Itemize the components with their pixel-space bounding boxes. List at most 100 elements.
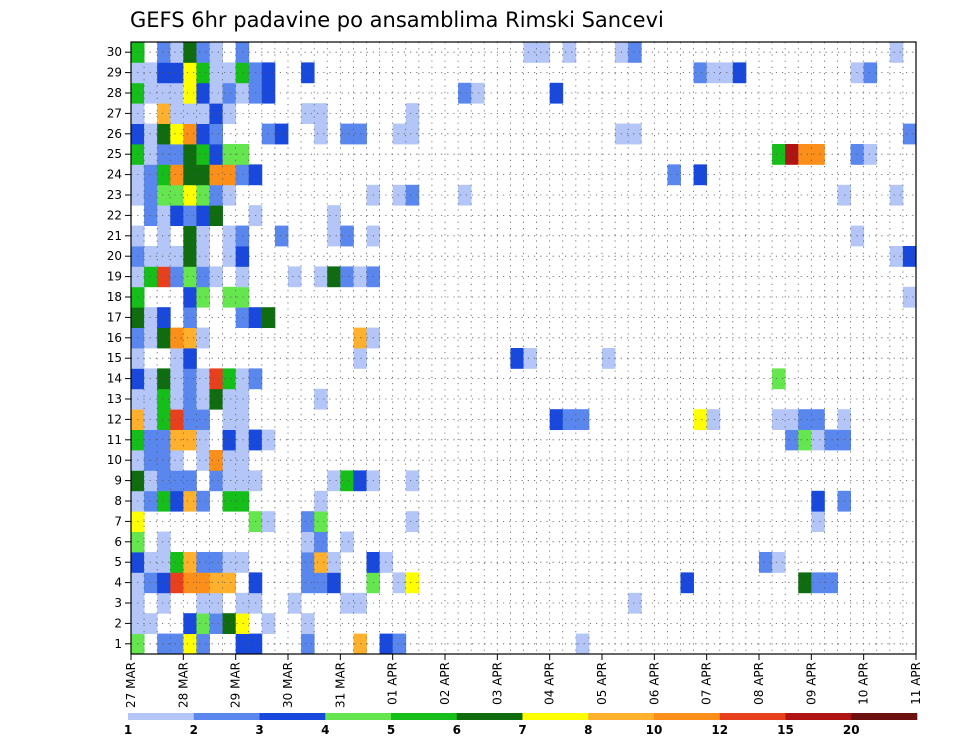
heatmap-cell [222,144,237,165]
heatmap-cell [235,62,250,84]
y-tick-label: 30 [107,45,122,59]
heatmap-cell [353,348,367,369]
heatmap-cell [523,42,537,63]
heatmap-cell [144,184,158,206]
heatmap-cell [196,327,210,349]
heatmap-cell [144,266,158,288]
heatmap-cell [144,490,158,512]
heatmap-cell [222,286,237,308]
heatmap-cell [183,164,197,186]
y-tick-label: 22 [107,208,122,222]
heatmap-cell [327,552,341,573]
heatmap-cell [144,470,158,492]
heatmap-cell [235,164,250,186]
heatmap-cell [902,246,917,267]
heatmap-cell [170,633,184,655]
heatmap-cell [157,388,171,410]
heatmap-cell [628,592,642,614]
y-tick-label: 28 [107,86,122,100]
y-tick-label: 17 [107,310,122,324]
heatmap-cell [680,572,694,594]
heatmap-cell [222,490,237,512]
heatmap-cell [183,368,197,390]
heatmap-cell [327,266,341,288]
heatmap-cell [235,552,250,573]
heatmap-cell [314,388,328,410]
heatmap-cell [667,164,681,186]
heatmap-cell [196,490,210,512]
legend-label: 5 [387,723,395,737]
legend-label: 6 [453,723,461,737]
heatmap-cell [196,572,210,594]
heatmap-cell [209,82,223,104]
heatmap-cell [157,307,171,328]
heatmap-cell [196,368,210,390]
heatmap-cell [144,450,158,471]
heatmap-cell [628,42,642,63]
y-tick-label: 10 [107,453,122,467]
heatmap-cell [209,572,223,594]
heatmap-cell [183,633,197,655]
heatmap-cell [235,388,250,410]
y-tick-label: 27 [107,106,122,120]
heatmap-cell [222,103,237,124]
heatmap-cell [196,184,210,206]
heatmap-cell [157,592,171,614]
heatmap-cell [340,470,354,492]
heatmap-cell [405,470,420,492]
heatmap-cell [157,103,171,124]
heatmap-cell [575,633,590,655]
x-tick-label: 02 APR [438,662,452,705]
y-tick-label: 18 [107,290,122,304]
heatmap-cell [235,592,250,614]
heatmap-cell [196,266,210,288]
heatmap-cell [170,103,184,124]
heatmap-cell [340,531,354,553]
x-tick-label: 29 MAR [229,662,243,708]
heatmap-cell [157,368,171,390]
heatmap-cell [222,62,237,84]
heatmap-cell [209,450,223,471]
heatmap-cell [144,388,158,410]
heatmap-cell [183,184,197,206]
heatmap-cell [353,123,367,145]
legend-label: 15 [777,723,794,737]
y-tick-label: 3 [114,596,122,610]
heatmap-cell [301,103,315,124]
heatmap-cell [170,450,184,471]
heatmap-cell [144,123,158,145]
heatmap-cell [170,409,184,430]
heatmap-cell [798,572,812,594]
heatmap-cell [353,470,367,492]
legend-swatch [654,713,721,720]
heatmap-cell [183,42,197,63]
heatmap-cell [353,327,367,349]
heatmap-cell [301,511,315,532]
heatmap-cell [824,429,838,451]
heatmap-cell [183,144,197,165]
legend-swatch [851,713,918,720]
heatmap-cell [327,205,341,226]
heatmap-cell [811,511,825,532]
heatmap-cell [157,266,171,288]
heatmap-cell [523,348,537,369]
heatmap-cell [157,470,171,492]
heatmap-cell [811,144,825,165]
heatmap-cell [772,409,786,430]
y-tick-label: 12 [107,412,122,426]
heatmap-cell [209,205,223,226]
heatmap-cell [405,511,420,532]
x-tick-label: 07 APR [700,662,714,705]
heatmap-cell [183,613,197,634]
heatmap-cell [693,164,708,186]
heatmap-cell [392,633,407,655]
heatmap-cell [471,82,485,104]
legend-label: 4 [321,723,329,737]
heatmap-cell [405,184,420,206]
heatmap-cell [301,633,315,655]
heatmap-cell [222,225,237,247]
y-tick-label: 5 [114,555,122,569]
heatmap-cell [458,184,472,206]
heatmap-cell [170,388,184,410]
legend-swatch [259,713,326,720]
